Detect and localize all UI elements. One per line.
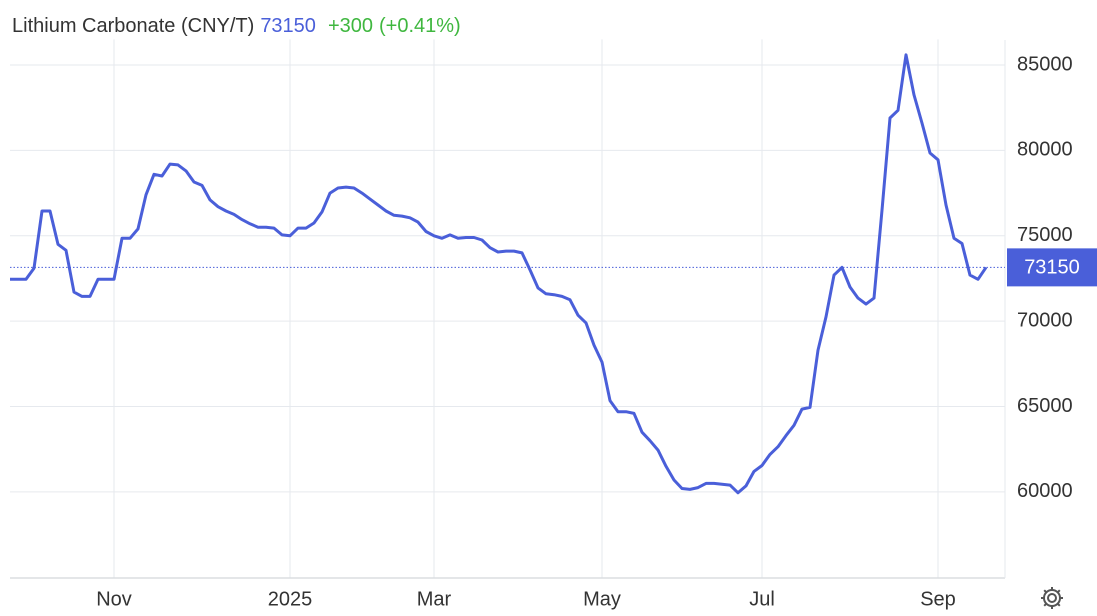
last-price-tag-label: 73150 bbox=[1024, 257, 1080, 279]
y-tick-label: 80000 bbox=[1017, 139, 1073, 161]
price-change-percent: (+0.41%) bbox=[379, 15, 461, 37]
chart-title: Lithium Carbonate (CNY/T) bbox=[12, 15, 254, 37]
settings-icon-hub[interactable] bbox=[1047, 593, 1057, 603]
y-tick-label: 70000 bbox=[1017, 309, 1073, 331]
price-change: +300 bbox=[328, 15, 373, 37]
y-tick-label: 60000 bbox=[1017, 480, 1073, 502]
grid bbox=[10, 39, 1005, 578]
x-tick-label: 2025 bbox=[268, 588, 313, 610]
x-tick-label: Mar bbox=[417, 588, 452, 610]
x-tick-label: May bbox=[583, 588, 621, 610]
y-tick-label: 75000 bbox=[1017, 224, 1073, 246]
x-tick-label: Sep bbox=[920, 588, 956, 610]
settings-icon[interactable] bbox=[1041, 587, 1063, 609]
price-line bbox=[10, 53, 988, 495]
chart-header: Lithium Carbonate (CNY/T) 73150 +300 (+0.41… bbox=[12, 15, 461, 37]
settings-icon-ring[interactable] bbox=[1043, 589, 1061, 607]
x-tick-label: Nov bbox=[96, 588, 132, 610]
last-price-tag bbox=[1007, 248, 1097, 287]
last-price: 73150 bbox=[260, 15, 316, 37]
x-tick-label: Jul bbox=[749, 588, 775, 610]
y-tick-label: 65000 bbox=[1017, 395, 1073, 417]
y-tick-label: 85000 bbox=[1017, 53, 1073, 75]
